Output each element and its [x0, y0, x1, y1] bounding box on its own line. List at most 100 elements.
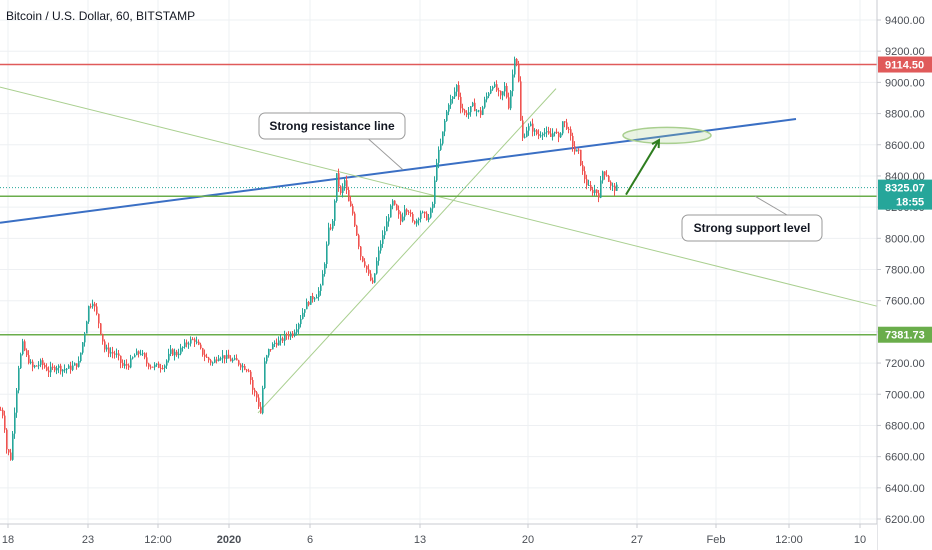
- candle-body: [84, 333, 86, 343]
- candle-body: [322, 273, 324, 286]
- candle: [88, 305, 90, 324]
- candle-body: [512, 74, 514, 92]
- candle-body: [420, 212, 422, 219]
- thin-trend-line[interactable]: [257, 88, 557, 414]
- candle: [224, 355, 226, 364]
- resistance-trend-line[interactable]: [0, 118, 797, 224]
- candle-body: [166, 360, 168, 366]
- candle-body: [204, 354, 206, 357]
- candle: [142, 349, 144, 356]
- candle-body: [12, 433, 14, 460]
- current-price-tag[interactable]: 8325.07 18:55: [878, 179, 932, 210]
- candle: [136, 348, 138, 356]
- candle: [230, 355, 232, 362]
- candle: [442, 131, 444, 146]
- candle-body: [310, 296, 312, 305]
- candle-body: [524, 136, 526, 138]
- candle: [506, 83, 508, 99]
- candle-body: [160, 367, 162, 369]
- candle-body: [538, 134, 540, 136]
- candle-body: [340, 186, 342, 194]
- candle: [526, 126, 528, 138]
- candle-body: [194, 339, 196, 342]
- candle-body: [604, 171, 606, 176]
- candle-body: [432, 203, 434, 209]
- candle: [552, 128, 554, 141]
- candle: [392, 199, 394, 210]
- candle-body: [162, 367, 164, 369]
- candle: [138, 350, 140, 358]
- level-price-tag[interactable]: 7381.73: [878, 326, 932, 343]
- candle: [20, 352, 22, 370]
- candle-body: [454, 91, 456, 97]
- candle: [338, 168, 340, 192]
- candle-body: [490, 89, 492, 94]
- candle: [454, 87, 456, 100]
- candle-body: [374, 273, 376, 283]
- candle: [172, 348, 174, 356]
- target-zone-ellipse[interactable]: [622, 126, 712, 145]
- time-axis[interactable]: 18 23 12:00 2020 6 13 20 27 Feb 12:00 10: [0, 523, 877, 550]
- candle-body: [240, 364, 242, 368]
- candle: [586, 174, 588, 190]
- candle: [24, 339, 26, 352]
- candle-body: [8, 449, 10, 453]
- candle-body: [434, 180, 436, 204]
- candle: [328, 222, 330, 246]
- candle-body: [132, 357, 134, 359]
- candle-body: [562, 121, 564, 134]
- candle: [402, 212, 404, 223]
- candle: [140, 349, 142, 356]
- projection-arrow[interactable]: [625, 139, 660, 196]
- candle-body: [488, 93, 490, 97]
- candle: [396, 203, 398, 211]
- candle: [274, 340, 276, 347]
- candle-body: [372, 280, 374, 283]
- candle: [474, 98, 476, 112]
- candle-body: [214, 359, 216, 363]
- candle: [440, 138, 442, 151]
- candle-body: [50, 366, 52, 373]
- callout-pointer: [754, 195, 788, 216]
- candle: [256, 391, 258, 402]
- candle-body: [228, 354, 230, 359]
- thin-trend-line[interactable]: [0, 86, 881, 308]
- candle-body: [558, 132, 560, 138]
- candle-body: [396, 204, 398, 210]
- candle-body: [506, 85, 508, 98]
- candle-body: [156, 363, 158, 365]
- candle-body: [16, 390, 18, 413]
- candle-body: [274, 342, 276, 344]
- candle-body: [38, 364, 40, 366]
- price-tick-label: 8800.00: [885, 109, 925, 121]
- candle-body: [378, 250, 380, 261]
- candle-body: [32, 361, 34, 368]
- candle-body: [258, 397, 260, 407]
- candle-body: [314, 298, 316, 300]
- candle-body: [446, 111, 448, 121]
- price-tick-label: 8000.00: [885, 233, 925, 245]
- candle: [398, 205, 400, 219]
- price-axis[interactable]: 6200.00 6400.00 6600.00 6800.00 7000.00 7200.…: [876, 0, 932, 550]
- annotation-resistance[interactable]: Strong resistance line: [258, 112, 406, 171]
- annotation-support[interactable]: Strong support level: [681, 195, 823, 242]
- candle-body: [116, 353, 118, 355]
- candle-body: [164, 365, 166, 369]
- candle: [408, 210, 410, 215]
- level-price-tag[interactable]: 9114.50: [878, 56, 932, 73]
- candle-body: [270, 348, 272, 350]
- candle-body: [208, 357, 210, 361]
- candle: [14, 407, 16, 439]
- candle: [80, 352, 82, 363]
- candle-body: [578, 149, 580, 151]
- candle: [446, 109, 448, 122]
- candle: [202, 347, 204, 357]
- candle: [380, 240, 382, 254]
- candle-body: [272, 343, 274, 350]
- candle-body: [474, 102, 476, 112]
- candle-body: [498, 90, 500, 92]
- candle: [260, 401, 262, 414]
- horizontal-levels: [0, 63, 877, 336]
